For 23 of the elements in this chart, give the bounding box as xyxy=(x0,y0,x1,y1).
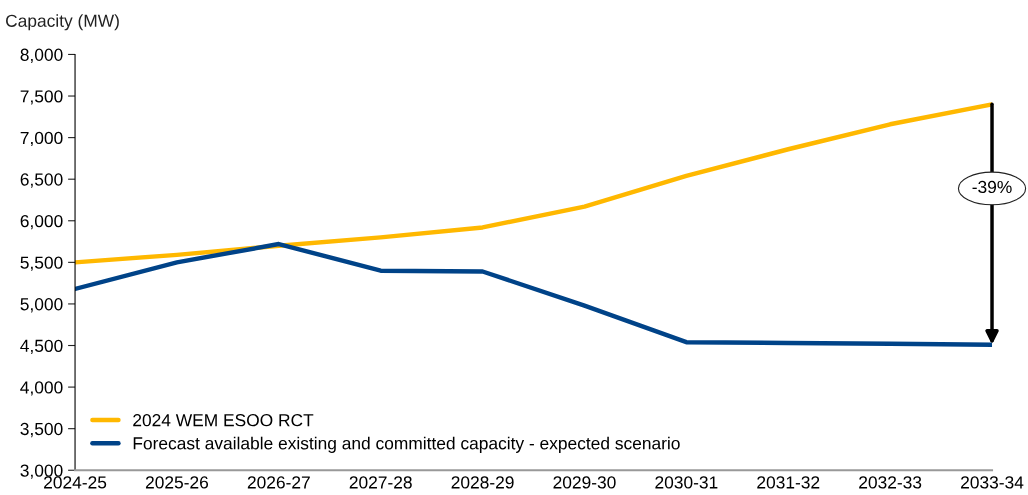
y-tick-label: 3,500 xyxy=(20,422,63,438)
x-tick-label: 2029-30 xyxy=(553,476,616,489)
y-tick-label: 4,000 xyxy=(20,381,63,396)
x-tick-label: 2031-32 xyxy=(757,476,820,489)
x-tick-label: 2026-27 xyxy=(247,476,310,489)
legend-label: Forecast available existing and committed capacity - expected scenario xyxy=(133,436,680,453)
y-tick-label: 6,000 xyxy=(20,214,63,230)
x-tick-label: 2028-29 xyxy=(451,476,514,489)
y-tick-label: 4,500 xyxy=(20,339,63,355)
legend-label: 2024 WEM ESOO RCT xyxy=(133,414,314,427)
y-tick-label: 5,500 xyxy=(20,256,63,271)
annotation: -39% xyxy=(972,180,1012,194)
y-tick-label: 7,500 xyxy=(20,90,63,105)
y-tick-label: 8,000 xyxy=(20,48,63,63)
x-tick-label: 2025-26 xyxy=(145,476,209,489)
x-tick-label: 2030-31 xyxy=(655,476,718,489)
y-tick-label: 5,000 xyxy=(20,298,63,313)
y-axis-title: Capacity (MW) xyxy=(6,14,119,31)
x-tick-label: 2032-33 xyxy=(859,476,922,489)
y-tick-label: 7,000 xyxy=(20,131,63,147)
y-tick-label: 6,500 xyxy=(20,173,63,188)
x-tick-label: 2027-28 xyxy=(349,476,412,489)
x-tick-label: 2033-34 xyxy=(961,476,1024,489)
